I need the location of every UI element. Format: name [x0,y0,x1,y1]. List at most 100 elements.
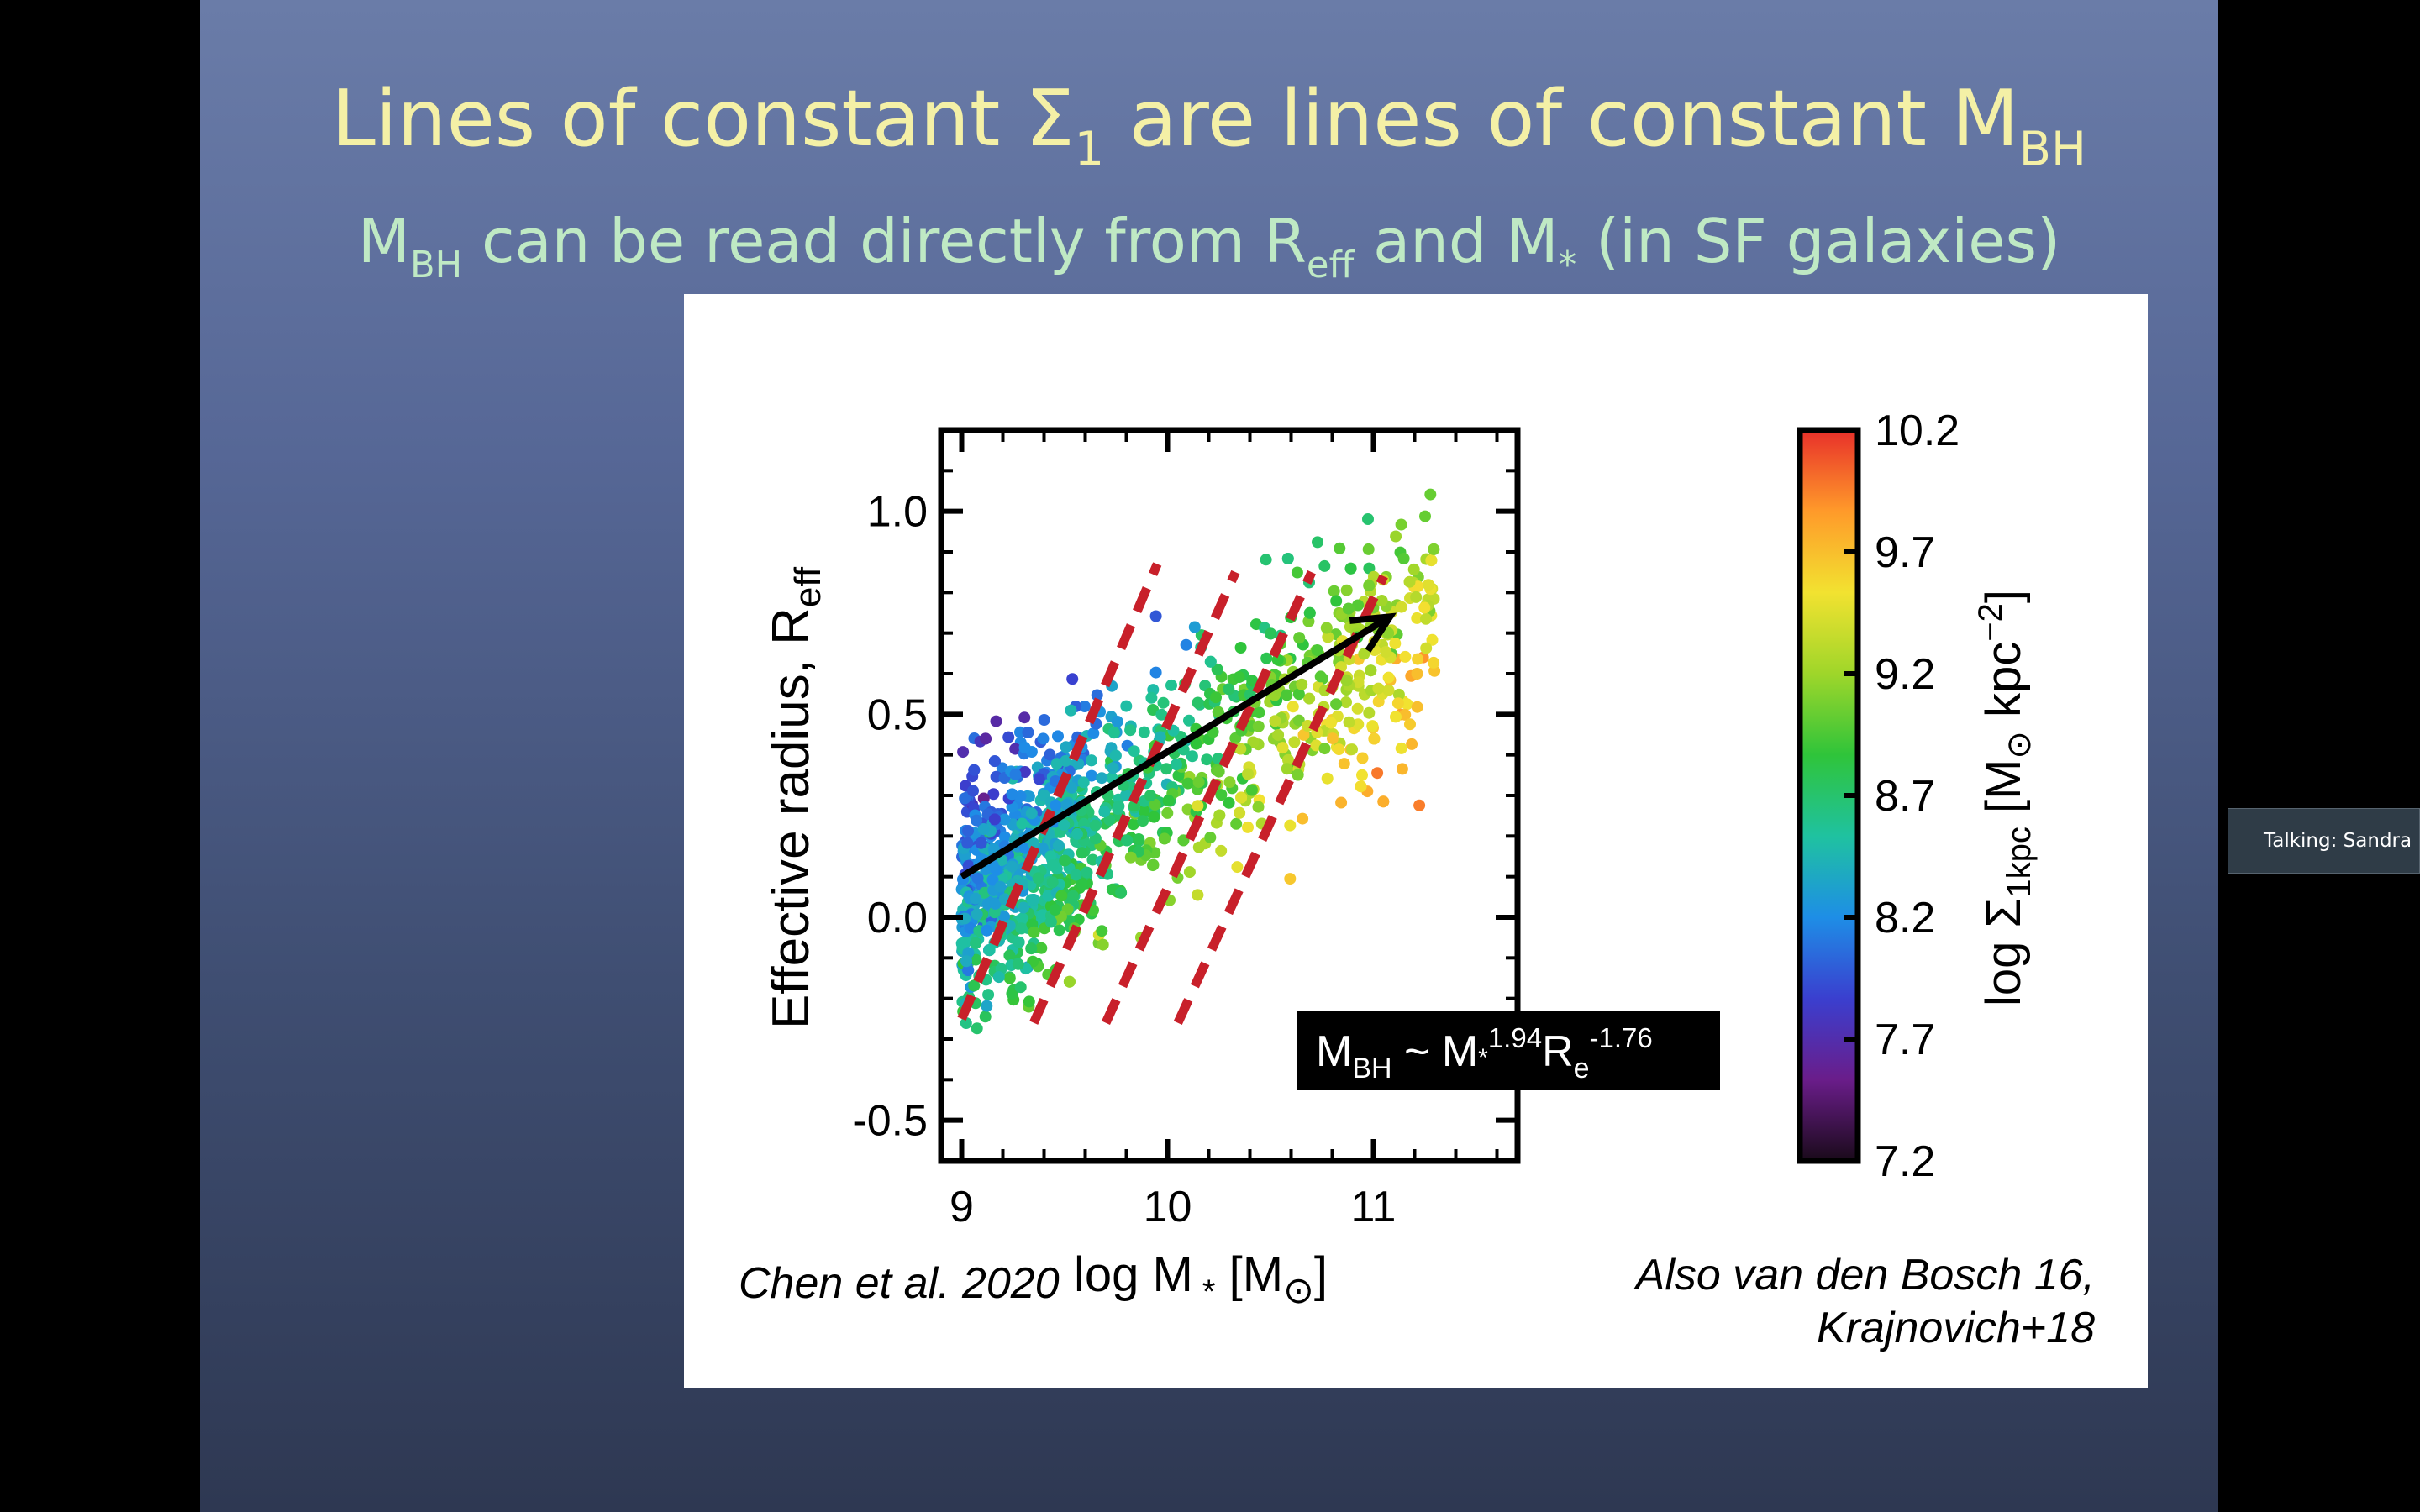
galaxy-point [1028,894,1040,906]
galaxy-point [1015,922,1028,935]
galaxy-point [1065,781,1078,794]
galaxy-point [1424,488,1437,501]
trend-arrow [960,613,1392,880]
galaxy-point [1076,847,1088,859]
galaxy-point [1223,776,1236,789]
galaxy-point [1012,958,1024,970]
galaxy-point [1311,644,1323,657]
also-reference-line1: Also van den Bosch 16, [1634,1251,2095,1299]
galaxy-point [1406,738,1418,750]
galaxy-point [1091,689,1103,701]
galaxy-point [1180,638,1192,651]
galaxy-point [1107,727,1120,739]
galaxy-point [1109,749,1122,762]
galaxy-point [979,1011,992,1023]
galaxy-point [1344,562,1357,575]
galaxy-point [1072,913,1085,926]
galaxy-point [1343,654,1355,666]
galaxy-point [1223,796,1235,809]
galaxy-point [1055,890,1068,902]
galaxy-point [1382,684,1395,696]
galaxy-point [1366,720,1379,732]
galaxy-point [1016,912,1028,925]
galaxy-point [1077,776,1090,789]
galaxy-point [1246,675,1259,687]
galaxy-point [988,906,1001,919]
galaxy-point [960,1017,972,1029]
galaxy-point [1059,854,1071,867]
galaxy-point [1265,627,1277,640]
galaxy-point [1036,909,1049,921]
galaxy-point [1183,866,1196,879]
x-axis-label: log M * [M⊙] [1074,1247,1328,1311]
galaxy-point [1303,606,1316,619]
galaxy-point [1161,806,1174,819]
scatter-chart: 9 10 11 1.0 0.5 0.0 -0.5 MBH ~ M*1.94Re-1.76 1… [739,407,2095,1352]
galaxy-point [1018,742,1031,753]
trend-arrow-head [1349,612,1397,653]
galaxy-point [1338,758,1350,770]
subtitle-text-1: can be read directly from R [462,206,1307,276]
galaxy-point [1340,584,1353,596]
galaxy-point [1376,595,1388,606]
galaxy-point [1392,697,1404,710]
galaxy-point [1052,839,1065,852]
galaxy-point [1018,711,1031,724]
x-tick-label: 10 [1144,1183,1192,1231]
galaxy-point [1318,743,1331,755]
galaxy-point [1096,772,1108,785]
galaxy-point [988,813,1001,826]
galaxy-point [1033,773,1045,785]
galaxy-point [1286,701,1299,713]
galaxy-point [1025,807,1038,820]
y-tick-label: 0.0 [867,894,928,942]
galaxy-point [1403,575,1416,588]
galaxy-point [1065,704,1077,717]
galaxy-point [1352,599,1365,612]
constant-sigma-dashed-line [957,562,1162,1021]
galaxy-point [1044,850,1057,863]
galaxy-point [1346,743,1358,756]
galaxy-point [1071,827,1083,840]
colorbar-tick-label: 9.7 [1875,528,1935,577]
galaxy-point [1399,708,1412,721]
galaxy-point [1006,987,1018,1000]
galaxy-point [1060,754,1072,767]
galaxy-point [964,921,976,934]
galaxy-point [1213,809,1226,822]
galaxy-point [1111,716,1123,727]
galaxy-point [957,746,970,759]
galaxy-point [1281,553,1294,564]
galaxy-point [1245,784,1258,796]
galaxy-point [1192,696,1204,709]
galaxy-point [1076,877,1088,890]
galaxy-point [1234,806,1246,819]
galaxy-point [1018,901,1029,914]
galaxy-point [1081,866,1093,879]
galaxy-point [1013,936,1025,948]
galaxy-point [980,732,992,745]
galaxy-point [1097,938,1109,951]
galaxy-point [990,715,1002,727]
galaxy-point [1192,889,1204,901]
galaxy-point [1324,717,1337,729]
galaxy-point [1411,612,1423,624]
galaxy-point [1362,543,1375,555]
trend-lines [957,562,1397,1025]
galaxy-point [1144,790,1156,802]
galaxy-point [975,837,987,849]
galaxy-point [1401,698,1413,711]
x-tick-label: 9 [950,1183,974,1231]
galaxy-point [1352,676,1365,689]
galaxy-point [1115,886,1128,899]
galaxy-point [1107,762,1119,774]
subtitle-eff-subscript: eff [1306,244,1355,287]
galaxy-point [1148,811,1160,823]
galaxy-point [1233,671,1245,684]
galaxy-point [1392,688,1405,701]
galaxy-point [1147,704,1160,716]
galaxy-point [998,911,1011,923]
galaxy-point [1006,860,1018,873]
galaxy-point [1121,834,1134,847]
galaxy-point [981,1000,993,1012]
